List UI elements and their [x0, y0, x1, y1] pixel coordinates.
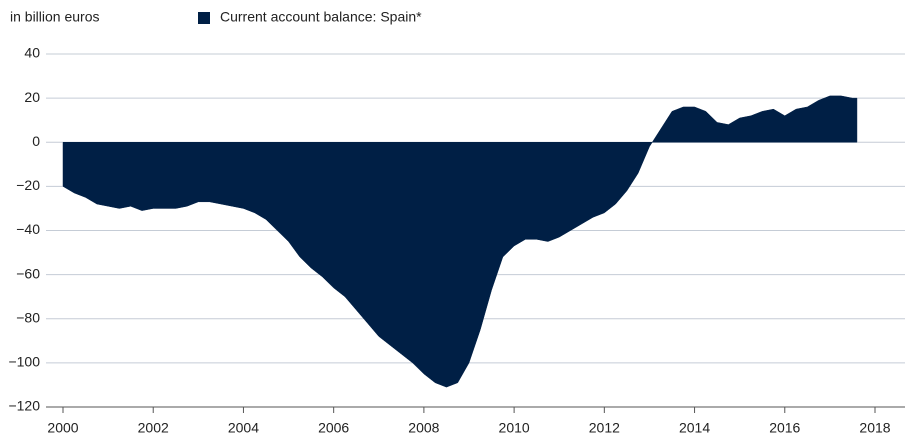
- x-tick-label: 2012: [589, 420, 620, 436]
- legend-swatch: [198, 12, 210, 24]
- x-tick-label: 2002: [138, 420, 169, 436]
- y-tick-label: 40: [24, 45, 40, 61]
- y-tick-label: −60: [16, 265, 40, 281]
- y-tick-label: −100: [8, 354, 40, 370]
- y-axis-label: in billion euros: [10, 9, 100, 25]
- x-tick-label: 2000: [47, 420, 78, 436]
- y-tick-label: 20: [24, 89, 40, 105]
- y-tick-label: −80: [16, 309, 40, 325]
- y-tick-label: −40: [16, 221, 40, 237]
- x-tick-label: 2014: [679, 420, 710, 436]
- y-tick-label: 0: [32, 133, 40, 149]
- x-tick-label: 2004: [228, 420, 259, 436]
- legend-label: Current account balance: Spain*: [220, 9, 422, 25]
- x-tick-label: 2016: [769, 420, 800, 436]
- x-tick-label: 2008: [408, 420, 439, 436]
- x-tick-label: 2006: [318, 420, 349, 436]
- y-tick-label: −20: [16, 177, 40, 193]
- y-tick-label: −120: [8, 398, 40, 414]
- x-tick-label: 2010: [499, 420, 530, 436]
- x-tick-label: 2018: [859, 420, 890, 436]
- area: [62, 95, 858, 388]
